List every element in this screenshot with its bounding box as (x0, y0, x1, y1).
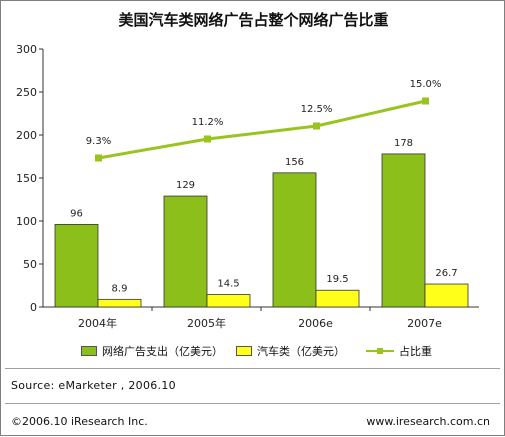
divider-top (5, 368, 500, 369)
legend-item-share: 占比重 (366, 343, 432, 359)
share-point (204, 135, 211, 143)
share-value-label: 9.3% (86, 136, 111, 147)
legend-swatch-auto (236, 346, 252, 356)
bar (163, 195, 208, 308)
bar-value-label: 26.7 (435, 268, 457, 279)
bar (315, 289, 360, 308)
bar (54, 224, 99, 308)
share-line (98, 99, 426, 160)
bar (424, 283, 469, 308)
bar (381, 153, 426, 308)
x-tick-label: 2005年 (187, 316, 226, 330)
y-tick-label: 50 (23, 258, 37, 271)
bar-value-label: 14.5 (217, 279, 239, 290)
y-tick-label: 200 (16, 129, 37, 142)
share-point (313, 122, 320, 130)
y-tick-label: 150 (16, 172, 37, 185)
bar-value-label: 96 (70, 208, 83, 219)
bar-value-label: 129 (176, 180, 195, 191)
legend-item-auto: 汽车类（亿美元） (236, 343, 345, 359)
legend-swatch-ad-spend (81, 346, 97, 356)
x-tick-label: 2006e (298, 317, 333, 330)
bar (206, 294, 251, 308)
divider-bottom (5, 403, 500, 404)
copyright-text: ©2006.10 iResearch Inc. (11, 415, 148, 428)
x-tick-label: 2007e (407, 317, 442, 330)
bar (97, 298, 142, 308)
legend-label-share: 占比重 (399, 345, 432, 358)
x-tick-label: 2004年 (78, 316, 117, 330)
bar-value-label: 156 (285, 157, 304, 168)
legend-label-ad-spend: 网络广告支出（亿美元） (102, 345, 223, 358)
share-point (422, 97, 429, 105)
bar (272, 172, 317, 308)
y-tick-label: 0 (30, 301, 37, 314)
legend-swatch-share (366, 347, 394, 355)
legend-item-ad-spend: 网络广告支出（亿美元） (81, 343, 223, 359)
y-tick-label: 300 (16, 43, 37, 56)
y-tick-label: 100 (16, 215, 37, 228)
share-value-label: 15.0% (410, 79, 442, 90)
share-value-label: 12.5% (301, 104, 333, 115)
legend: 网络广告支出（亿美元） 汽车类（亿美元） 占比重 (81, 343, 481, 359)
bar-value-label: 8.9 (112, 283, 128, 294)
legend-label-auto: 汽车类（亿美元） (257, 345, 345, 358)
website-text: www.iresearch.com.cn (366, 415, 490, 428)
source-note: Source: eMarketer , 2006.10 (11, 379, 176, 392)
bar-value-label: 178 (394, 138, 413, 149)
share-point (95, 154, 102, 162)
chart-title: 美国汽车类网络广告占整个网络广告比重 (118, 11, 389, 29)
share-value-label: 11.2% (192, 117, 224, 128)
bar-value-label: 19.5 (326, 274, 348, 285)
y-tick-label: 250 (16, 86, 37, 99)
